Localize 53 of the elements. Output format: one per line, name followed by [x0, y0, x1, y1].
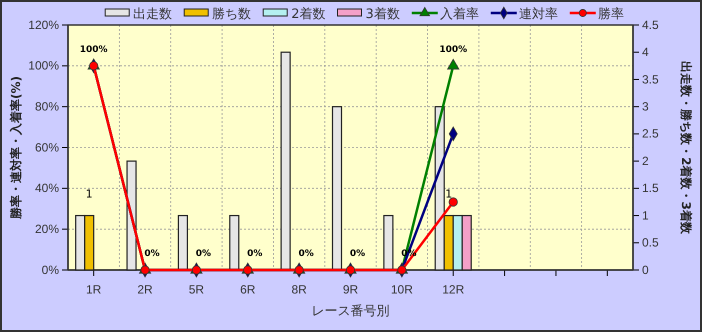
- data-label: 0%: [298, 249, 314, 259]
- y-tick-label: 100%: [28, 58, 60, 73]
- y2-tick-label: 4.5: [642, 18, 660, 32]
- legend-label: 3着数: [366, 6, 400, 22]
- data-label: 100%: [80, 44, 108, 55]
- x-tick-label: 9R: [342, 282, 358, 296]
- x-tick-label: 10R: [390, 282, 414, 296]
- data-label: 1: [86, 188, 93, 201]
- legend-label: 2着数: [291, 6, 326, 22]
- x-tick-label: 5R: [188, 282, 204, 296]
- y2-tick-label: 0: [642, 262, 649, 277]
- y2-tick-label: 3.5: [642, 72, 660, 86]
- data-label: 0%: [350, 249, 366, 259]
- y2-tick-label: 1: [642, 208, 649, 222]
- y2-axis-title: 出走数・勝ち数・2着数・3着数: [679, 61, 693, 235]
- y2-tick-label: 4: [642, 45, 649, 60]
- legend-label: 連対率: [518, 6, 558, 22]
- y2-tick-label: 3: [642, 100, 649, 114]
- x-tick-label: 1R: [86, 282, 102, 296]
- legend-label: 勝ち数: [212, 7, 252, 22]
- y-axis-title: 勝率・連対率・入着率(%): [9, 76, 23, 220]
- data-label: 100%: [439, 44, 468, 55]
- y2-tick-label: 2.5: [642, 126, 660, 141]
- x-tick-label: 8R: [291, 282, 308, 296]
- y2-tick-label: 0.5: [642, 236, 660, 250]
- y-tick-label: 60%: [34, 140, 60, 154]
- legend-label: 出走数: [133, 7, 172, 22]
- data-label: 0%: [196, 249, 212, 259]
- y2-tick-label: 2: [642, 154, 649, 168]
- data-label: 0%: [144, 249, 160, 259]
- y-tick-label: 120%: [28, 18, 60, 32]
- bar: [178, 214, 188, 271]
- legend-label: 勝率: [598, 6, 624, 22]
- y-tick-label: 20%: [34, 222, 60, 236]
- x-tick-label: 2R: [137, 282, 154, 296]
- bar: [280, 52, 291, 271]
- bar: [383, 214, 394, 271]
- data-label: 1: [445, 188, 452, 201]
- x-tick-label: 6R: [240, 282, 256, 296]
- point: [448, 197, 458, 207]
- point: [192, 265, 201, 275]
- point: [140, 265, 150, 275]
- y-tick-label: 80%: [34, 100, 60, 114]
- y2-tick-label: 1.5: [642, 181, 660, 196]
- bar: [332, 106, 342, 271]
- point: [346, 265, 356, 275]
- y-tick-label: 40%: [34, 181, 60, 196]
- x-axis-title: レース番号別: [312, 304, 390, 319]
- x-tick-label: 12R: [442, 282, 465, 296]
- bar: [229, 214, 240, 271]
- legend-label: 入着率: [440, 6, 479, 22]
- data-label: 0%: [247, 249, 262, 259]
- y-tick-label: 0%: [42, 262, 60, 277]
